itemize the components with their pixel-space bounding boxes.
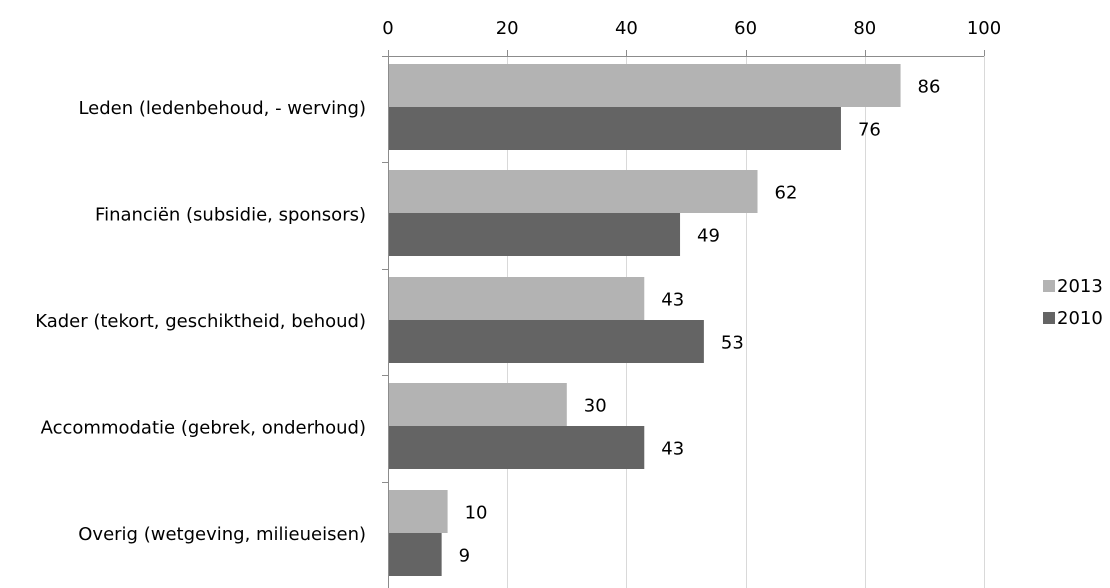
bar-2013-3 xyxy=(388,383,567,426)
bar-2010-2 xyxy=(388,320,704,363)
x-tick-label: 20 xyxy=(496,18,519,39)
x-tick-label: 100 xyxy=(967,18,1001,39)
bar-2013-0 xyxy=(388,64,901,107)
bar-2010-1 xyxy=(388,213,681,256)
data-label-2013: 86 xyxy=(918,77,941,98)
legend-swatch-2013 xyxy=(1043,280,1055,292)
category-label: Financiën (subsidie, sponsors) xyxy=(95,205,366,226)
data-label-2010: 43 xyxy=(661,439,684,460)
data-label-2013: 10 xyxy=(465,503,488,524)
legend-label-2010: 2010 xyxy=(1057,308,1103,329)
bar-2013-4 xyxy=(388,490,448,533)
bar-2010-3 xyxy=(388,426,645,469)
legend-swatch-2010 xyxy=(1043,312,1055,324)
bar-2013-2 xyxy=(388,277,645,320)
bar-2010-4 xyxy=(388,533,442,576)
data-label-2013: 62 xyxy=(775,183,798,204)
x-tick-label: 60 xyxy=(734,18,757,39)
data-label-2010: 76 xyxy=(858,120,881,141)
data-label-2013: 43 xyxy=(661,290,684,311)
category-label: Accommodatie (gebrek, onderhoud) xyxy=(41,417,366,438)
category-label: Overig (wetgeving, milieueisen) xyxy=(78,524,366,545)
category-label: Leden (ledenbehoud, - werving) xyxy=(78,98,366,119)
bar-2013-1 xyxy=(388,170,758,213)
data-label-2013: 30 xyxy=(584,396,607,417)
data-label-2010: 53 xyxy=(721,333,744,354)
data-label-2010: 49 xyxy=(697,226,720,247)
x-tick-label: 80 xyxy=(853,18,876,39)
data-label-2010: 9 xyxy=(459,546,470,567)
x-tick-label: 0 xyxy=(382,18,393,39)
bar-2010-0 xyxy=(388,107,841,150)
category-label: Kader (tekort, geschiktheid, behoud) xyxy=(35,311,366,332)
legend-label-2013: 2013 xyxy=(1057,276,1103,297)
x-tick-label: 40 xyxy=(615,18,638,39)
